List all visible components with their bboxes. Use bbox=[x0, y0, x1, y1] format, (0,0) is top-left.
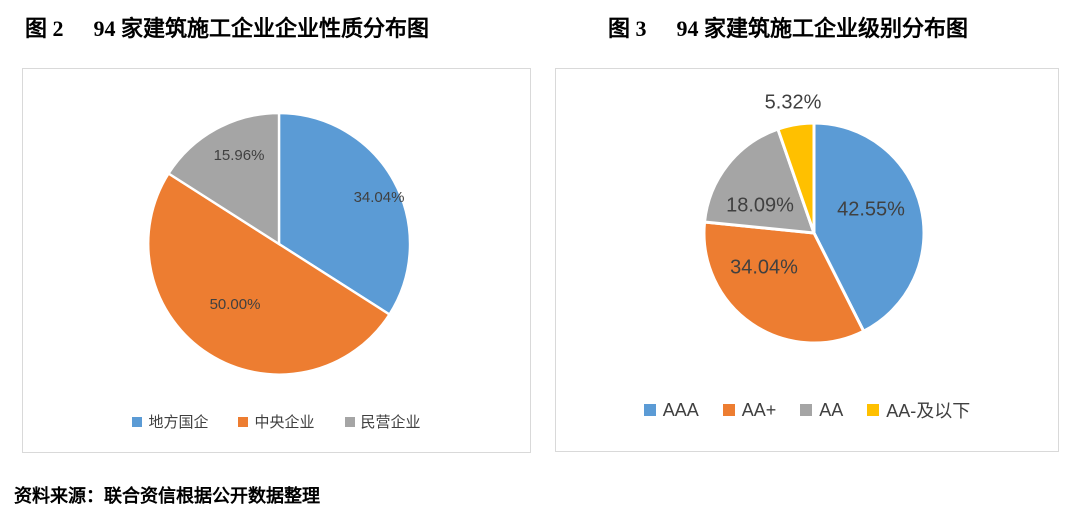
legend-swatch-icon bbox=[867, 404, 880, 416]
figure2-number: 图 2 bbox=[25, 16, 64, 41]
figure3-legend: AAA AA+ AA AA-及以下 bbox=[556, 397, 1058, 423]
pie-slice-2 bbox=[147, 171, 392, 376]
legend-swatch-icon bbox=[132, 416, 143, 427]
pie-slice-3 bbox=[166, 111, 281, 247]
figure2-chart-panel: 34.04% 50.00% 15.96% 地方国企 中央企业 民营企业 bbox=[22, 68, 531, 453]
legend-label: 中央企业 bbox=[254, 414, 315, 431]
pie-data-label-3: 18.09% bbox=[726, 194, 794, 216]
source-note: 资料来源：联合资信根据公开数据整理 bbox=[14, 486, 320, 506]
legend-swatch-icon bbox=[722, 404, 735, 416]
figure3-title-text: 94 家建筑施工企业级别分布图 bbox=[676, 16, 969, 41]
legend-swatch-icon bbox=[800, 404, 813, 416]
legend-item-2: AA+ bbox=[722, 399, 777, 421]
figure2-title: 图 2 94 家建筑施工企业企业性质分布图 bbox=[25, 11, 429, 43]
pie-slice-1 bbox=[812, 121, 926, 334]
legend-label: AA-及以下 bbox=[886, 401, 971, 421]
legend-swatch-icon bbox=[238, 416, 249, 427]
legend-item-3: 民营企业 bbox=[344, 411, 421, 432]
pie-data-label-2: 50.00% bbox=[210, 296, 261, 313]
pie-slice-2 bbox=[702, 220, 866, 345]
legend-item-3: AA bbox=[800, 400, 843, 421]
pie-data-label-3: 15.96% bbox=[214, 147, 265, 164]
legend-item-1: AAA bbox=[643, 399, 699, 421]
legend-label: AA+ bbox=[741, 399, 777, 420]
legend-label: AAA bbox=[662, 399, 699, 420]
figure3-number: 图 3 bbox=[608, 16, 647, 41]
legend-swatch-icon bbox=[344, 416, 355, 427]
pie-data-label-4: 5.32% bbox=[765, 91, 822, 113]
figure2-title-text: 94 家建筑施工企业企业性质分布图 bbox=[93, 16, 430, 41]
figure2-legend: 地方国企 中央企业 民营企业 bbox=[23, 411, 530, 432]
legend-item-1: 地方国企 bbox=[132, 411, 208, 432]
legend-item-2: 中央企业 bbox=[238, 411, 315, 432]
figure3-title: 图 3 94 家建筑施工企业级别分布图 bbox=[608, 11, 968, 43]
legend-label: AA bbox=[819, 399, 844, 420]
legend-label: 民营企业 bbox=[360, 414, 421, 431]
legend-item-4: AA-及以下 bbox=[867, 397, 970, 423]
pie-data-label-1: 34.04% bbox=[354, 189, 405, 206]
legend-label: 地方国企 bbox=[148, 414, 209, 431]
figure3-chart-panel: 42.55% 34.04% 18.09% 5.32% AAA AA+ AA AA-及以下 bbox=[555, 68, 1059, 452]
legend-swatch-icon bbox=[643, 404, 656, 416]
figure2-pie-chart: 34.04% 50.00% 15.96% bbox=[147, 111, 412, 376]
figure3-pie-chart: 42.55% 34.04% 18.09% 5.32% bbox=[702, 91, 926, 345]
pie-data-label-1: 42.55% bbox=[837, 198, 905, 220]
pie-slice-4 bbox=[776, 121, 816, 234]
pie-data-label-2: 34.04% bbox=[730, 256, 798, 278]
